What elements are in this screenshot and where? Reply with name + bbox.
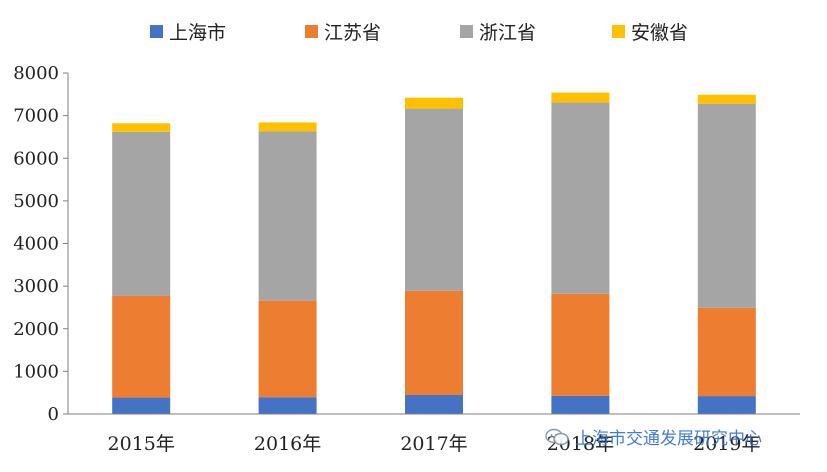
bar-segment-2 xyxy=(405,290,463,396)
legend-label: 安徽省 xyxy=(631,22,689,44)
legend-swatch xyxy=(305,25,318,38)
y-tick-label: 2000 xyxy=(13,319,59,340)
bar-segment-4 xyxy=(405,97,463,109)
y-tick-label: 7000 xyxy=(13,106,59,127)
bar-segment-1 xyxy=(551,395,610,414)
legend: 上海市 江苏省 浙江省 安徽省 xyxy=(0,18,827,48)
bar-segment-1 xyxy=(405,395,463,414)
legend-item: 上海市 xyxy=(150,18,226,45)
y-tick-label: 5000 xyxy=(13,191,59,212)
legend-swatch xyxy=(460,25,473,38)
x-tick-label: 2016年 xyxy=(254,433,321,455)
legend-swatch xyxy=(150,25,163,38)
legend-label: 上海市 xyxy=(169,22,227,44)
x-tick-label: 2019年 xyxy=(693,433,760,455)
watermark: 上海市交通发展研究中心 xyxy=(545,424,762,449)
bar-segment-3 xyxy=(258,131,317,301)
bar-segment-3 xyxy=(405,108,463,291)
legend-item: 安徽省 xyxy=(612,18,688,45)
bar-segment-1 xyxy=(697,396,756,414)
bar-segment-3 xyxy=(697,103,756,308)
bar-segment-4 xyxy=(551,92,610,103)
bar-segment-2 xyxy=(258,300,317,398)
bar-segment-4 xyxy=(258,122,317,132)
y-tick-label: 1000 xyxy=(13,361,59,382)
legend-swatch xyxy=(612,25,625,38)
y-tick-label: 4000 xyxy=(13,234,59,255)
y-axis: 0 1000 2000 3000 4000 5000 6000 7000 8000 xyxy=(13,63,69,425)
x-tick-label: 2017年 xyxy=(400,433,467,455)
bar-segment-3 xyxy=(112,131,171,296)
legend-item: 江苏省 xyxy=(305,18,381,45)
y-tick-label: 6000 xyxy=(13,148,59,169)
bar-segment-2 xyxy=(112,295,171,398)
bar-segment-4 xyxy=(112,123,171,132)
legend-label: 浙江省 xyxy=(479,22,537,44)
bars xyxy=(112,92,756,414)
bar-segment-4 xyxy=(697,94,756,104)
bar-segment-1 xyxy=(112,397,171,414)
legend-label: 江苏省 xyxy=(324,22,382,44)
bar-segment-1 xyxy=(258,397,317,414)
x-tick-label: 2015年 xyxy=(108,433,175,455)
bar-segment-3 xyxy=(551,102,610,294)
watermark-text: 上海市交通发展研究中心 xyxy=(575,429,762,449)
y-tick-label: 3000 xyxy=(13,276,59,297)
legend-item: 浙江省 xyxy=(460,18,536,45)
bar-segment-2 xyxy=(551,293,610,396)
y-tick-label: 0 xyxy=(48,404,59,425)
wechat-icon xyxy=(545,428,569,445)
y-tick-label: 8000 xyxy=(13,63,59,84)
bar-segment-2 xyxy=(697,307,756,397)
